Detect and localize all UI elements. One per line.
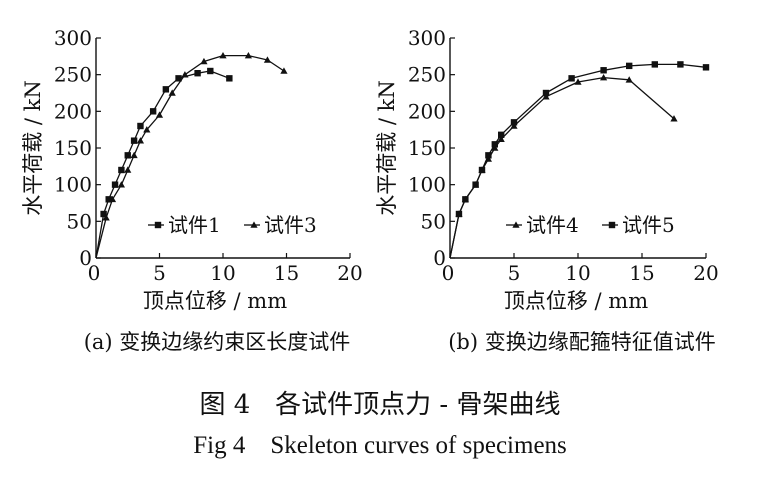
legend-marker-试件1 [154, 221, 162, 229]
data-point-试件1-9 [162, 86, 170, 93]
data-point-试件1-12 [207, 67, 214, 75]
data-point-试件1-6 [130, 137, 138, 144]
x-tick-label-b-5: 5 [508, 261, 521, 285]
data-point-试件3-12 [219, 52, 227, 59]
y-axis-label-a: 水平荷载 / kN [21, 80, 45, 216]
y-tick-label-b-150: 150 [408, 136, 446, 160]
data-point-试件1-8 [149, 108, 157, 115]
y-tick-label-a-0: 0 [79, 246, 92, 270]
data-point-试件3-4 [124, 166, 132, 173]
panel-caption-a: (a) 变换边缘约束区长度试件 [84, 330, 351, 354]
y-tick-label-a-200: 200 [54, 99, 92, 123]
data-point-试件5-1 [455, 210, 463, 218]
data-point-试件4-13 [670, 115, 678, 122]
data-point-试件1-2 [105, 196, 112, 203]
data-point-试件5-15 [702, 64, 710, 71]
data-point-试件3-3 [117, 181, 125, 188]
data-point-试件3-11 [200, 57, 208, 65]
data-point-试件4-6 [491, 144, 499, 151]
data-point-试件4-11 [600, 74, 608, 81]
data-point-试件5-4 [478, 166, 486, 174]
data-point-试件1-1 [100, 210, 107, 218]
data-point-试件5-7 [498, 131, 505, 138]
y-tick-label-a-50: 50 [67, 209, 92, 233]
data-point-试件4-9 [542, 93, 550, 100]
data-point-试件4-10 [574, 78, 582, 85]
data-point-试件3-2 [108, 195, 117, 203]
x-tick-label-a-0: 0 [88, 261, 101, 285]
data-point-试件5-6 [491, 141, 498, 148]
data-point-试件5-2 [462, 196, 469, 203]
y-tick-label-b-300: 300 [408, 26, 446, 50]
y-tick-label-a-250: 250 [54, 63, 92, 87]
legend-marker-试件3 [250, 221, 258, 228]
data-point-试件5-11 [600, 67, 607, 74]
data-point-试件3-7 [143, 126, 151, 133]
data-point-试件4-7 [497, 135, 505, 142]
y-axis-label-b: 水平荷载 / kN [375, 80, 399, 216]
x-axis-label-a: 顶点位移 / mm [143, 289, 287, 313]
x-tick-label-b-15: 15 [629, 261, 654, 285]
data-point-试件5-3 [472, 181, 479, 188]
panel-caption-b: (b) 变换边缘配箍特征值试件 [448, 330, 716, 354]
data-point-试件5-10 [568, 75, 575, 82]
data-point-试件5-8 [510, 119, 518, 126]
data-point-试件5-12 [626, 62, 633, 70]
data-point-试件1-5 [124, 152, 131, 159]
data-point-试件4-12 [625, 76, 633, 83]
data-point-试件1-7 [137, 122, 144, 130]
legend-label-试件4: 试件4 [526, 213, 579, 237]
y-tick-label-b-250: 250 [408, 63, 446, 87]
figure-caption-chinese: 图 4 各试件顶点力 - 骨架曲线 [199, 390, 561, 420]
data-point-试件5-13 [651, 61, 658, 68]
data-point-试件4-8 [510, 122, 518, 129]
y-tick-label-b-100: 100 [408, 173, 446, 197]
data-point-试件5-9 [542, 89, 550, 97]
y-tick-label-a-100: 100 [54, 173, 92, 197]
legend-marker-试件4 [512, 221, 520, 228]
x-tick-label-b-20: 20 [693, 261, 718, 285]
legend-marker-试件5 [608, 221, 616, 229]
data-point-试件3-15 [280, 67, 288, 74]
y-tick-label-b-200: 200 [408, 99, 446, 123]
legend-label-试件5: 试件5 [622, 213, 675, 237]
figure-caption-english: Fig 4 Skeleton curves of specimens [193, 432, 567, 459]
x-tick-label-a-10: 10 [210, 261, 235, 285]
y-tick-label-b-50: 50 [421, 209, 446, 233]
data-point-试件5-14 [677, 61, 684, 68]
data-point-试件3-8 [155, 111, 164, 118]
data-point-试件3-5 [130, 151, 138, 159]
data-point-试件1-4 [118, 166, 125, 174]
x-axis-label-b: 顶点位移 / mm [504, 289, 648, 313]
data-point-试件3-13 [244, 52, 252, 59]
data-point-试件3-14 [263, 56, 272, 63]
x-tick-label-a-5: 5 [153, 261, 166, 285]
data-point-试件3-6 [136, 137, 145, 144]
series-line-试件3 [95, 54, 285, 259]
y-tick-label-a-150: 150 [54, 136, 92, 160]
data-point-试件1-10 [175, 75, 182, 82]
x-tick-label-a-20: 20 [337, 261, 362, 285]
data-point-试件1-13 [226, 75, 233, 82]
series-line-试件5 [449, 63, 707, 259]
x-tick-label-a-15: 15 [274, 261, 299, 285]
data-point-试件1-11 [194, 70, 201, 77]
data-point-试件1-3 [111, 181, 119, 188]
x-tick-label-b-0: 0 [442, 261, 455, 285]
data-point-试件5-5 [485, 152, 492, 159]
x-tick-label-b-10: 10 [565, 261, 590, 285]
y-tick-label-a-300: 300 [54, 26, 92, 50]
data-point-试件3-1 [102, 214, 110, 221]
legend-label-试件3: 试件3 [264, 213, 317, 237]
data-point-试件3-9 [168, 89, 176, 96]
data-point-试件3-10 [181, 71, 189, 78]
y-tick-label-b-0: 0 [433, 246, 446, 270]
legend-label-试件1: 试件1 [168, 213, 221, 237]
